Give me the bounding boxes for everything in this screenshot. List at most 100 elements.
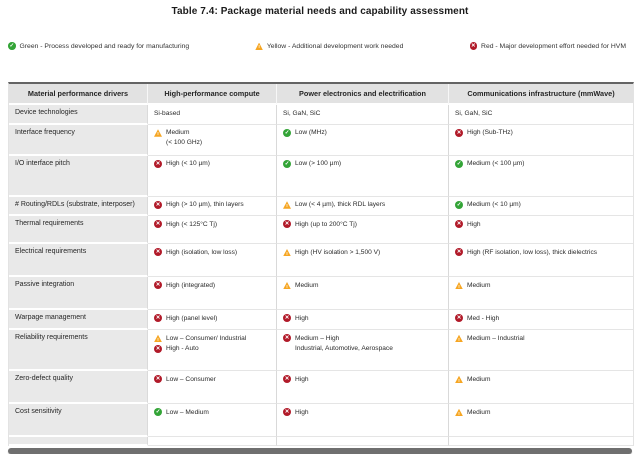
assessment-cell: ✕ High (< 125°C Tj) [148, 216, 277, 245]
assessment-cell: ✕ High [277, 371, 449, 405]
legend-label: Green - Process developed and ready for … [19, 42, 190, 50]
cell-text: Medium [467, 375, 491, 383]
legend-item-yellow: ! Yellow - Additional development work ne… [255, 42, 403, 50]
assessment-cell: ✕ High [277, 310, 449, 331]
assessment-cell: ✕ Medium – High Industrial, Automotive, Ae… [277, 330, 449, 372]
cell-entry: ✕ High (integrated) [154, 281, 270, 290]
table-row: # Routing/RDLs (substrate, interposer) ✕ H… [9, 196, 633, 217]
table-row: I/O interface pitch ✕ High (< 10 µm) ✓ Low (… [9, 155, 633, 197]
assessment-cell: ! Medium (< 100 GHz) [148, 124, 277, 156]
red-x-icon: ✕ [283, 314, 291, 323]
table-row: Interface frequency! Medium (< 100 GHz) ✓ Lo… [9, 124, 633, 156]
row-driver-label: Cost sensitivity [9, 404, 148, 438]
yellow-warning-icon: ! [154, 129, 162, 137]
legend-item-green: ✓ Green - Process developed and ready for… [8, 42, 189, 50]
assessment-cell: ! Medium [449, 404, 633, 438]
cell-text: High (HV isolation > 1,500 V) [295, 248, 381, 256]
cell-entry: ✕ High [283, 408, 442, 417]
assessment-cell: ✓ Medium (< 100 µm) [449, 155, 633, 197]
table-body: Device technologies Si-based Si, GaN, SiC S… [9, 105, 633, 447]
red-x-icon: ✕ [283, 408, 291, 417]
cell-text: Med - High [467, 314, 500, 322]
cell-entry: ✕ High (< 125°C Tj) [154, 220, 270, 229]
yellow-warning-icon: ! [455, 334, 463, 343]
cell-text: Si, GaN, SiC [283, 109, 321, 117]
cell-entry: ✓ Medium (< 100 µm) [455, 159, 627, 169]
red-x-icon: ✕ [283, 334, 291, 343]
row-driver-label: Zero-defect quality [9, 371, 148, 405]
cell-entry: ! High (HV isolation > 1,500 V) [283, 248, 442, 257]
cell-entry: ! Low (< 4 µm), thick RDL layers [283, 201, 442, 210]
cell-entry: Si, GaN, SiC [283, 109, 442, 118]
cell-entry: ✕ Medium – High [283, 334, 442, 343]
yellow-warning-icon: ! [455, 408, 463, 417]
row-driver-label: Reliability requirements [9, 330, 148, 372]
cell-text: Si-based [154, 109, 181, 117]
cell-text: High [295, 408, 309, 416]
assessment-cell: ✓ Low (MHz) [277, 124, 449, 156]
assessment-table: Material performance drivers High-perform… [8, 82, 634, 447]
cell-entry: ✕ Low – Consumer [154, 375, 270, 384]
cell-text: Medium [467, 281, 491, 289]
legend-item-red: ✕ Red - Major development effort needed f… [469, 42, 626, 50]
table-header: Material performance drivers High-perform… [9, 84, 633, 105]
cell-entry: ! Medium [455, 408, 627, 417]
cell-entry: ✕ High (panel level) [154, 314, 270, 323]
table-row: Warpage management ✕ High (panel level) ✕ Hi… [9, 310, 633, 331]
cell-text: Low – Medium [166, 408, 209, 416]
cell-text: High (< 125°C Tj) [166, 220, 218, 228]
cell-subtext: Industrial, Automotive, Aerospace [295, 344, 393, 352]
legend-label: Red - Major development effort needed fo… [481, 42, 626, 50]
horizontal-scrollbar[interactable] [8, 448, 632, 454]
cell-entry: ✕ Med - High [455, 314, 627, 323]
assessment-cell: ! Medium – Industrial [449, 330, 633, 372]
red-x-icon: ✕ [154, 220, 162, 229]
cell-text: Medium [295, 281, 319, 289]
assessment-cell: ✓ Low – Medium [148, 404, 277, 438]
assessment-cell: ✕ High (panel level) [148, 310, 277, 331]
cell-entry: ✕ High [283, 375, 442, 384]
red-x-icon: ✕ [455, 128, 463, 137]
filler-cell [449, 437, 633, 447]
row-driver-label: Passive integration [9, 277, 148, 311]
green-check-icon: ✓ [154, 408, 162, 417]
red-x-icon: ✕ [455, 314, 463, 323]
assessment-cell: ! Low – Consumer/ Industrial ✕ High - Auto [148, 330, 277, 372]
filler-cell [277, 437, 449, 447]
table-row: Cost sensitivity ✓ Low – Medium ✕ High ! Mediu… [9, 404, 633, 438]
cell-text: High - Auto [166, 345, 199, 353]
red-x-icon: ✕ [469, 42, 478, 50]
table-row: Device technologies Si-based Si, GaN, SiC S… [9, 105, 633, 125]
cell-entry: ! Medium [154, 129, 270, 138]
assessment-cell: Si, GaN, SiC [449, 105, 633, 125]
cell-entry: ✓ Low – Medium [154, 408, 270, 417]
assessment-cell: ✕ High (< 10 µm) [148, 155, 277, 197]
legend-label: Yellow - Additional development work nee… [266, 42, 404, 50]
column-header: Communications infrastructure (mmWave) [449, 84, 633, 105]
row-driver-label: Thermal requirements [9, 216, 148, 245]
assessment-cell: Si-based [148, 105, 277, 125]
assessment-cell: ✓ Low (> 100 µm) [277, 155, 449, 197]
assessment-cell: ! Medium [277, 277, 449, 311]
assessment-cell: ✓ Medium (< 10 µm) [449, 196, 633, 217]
filler-cell [9, 437, 148, 447]
cell-text: High (< 10 µm) [166, 160, 210, 168]
assessment-cell: ✕ High (RF isolation, low loss), thick di… [449, 244, 633, 278]
cell-subtext: (< 100 GHz) [166, 139, 203, 147]
cell-entry: ✕ High - Auto [154, 344, 270, 354]
cell-text: High (panel level) [166, 314, 218, 322]
cell-text: High [295, 375, 309, 383]
red-x-icon: ✕ [154, 314, 162, 323]
green-check-icon: ✓ [283, 159, 291, 168]
cell-text: High (up to 200°C Tj) [295, 220, 357, 228]
cell-entry: ! Medium – Industrial [455, 334, 627, 343]
cell-text: Low (< 4 µm), thick RDL layers [295, 201, 386, 209]
cell-entry: ✕ High (up to 200°C Tj) [283, 220, 442, 229]
cell-entry: ! Medium [283, 281, 442, 290]
page-title: Table 7.4: Package material needs and ca… [171, 6, 469, 17]
cell-text: Medium – High [295, 334, 340, 342]
assessment-cell: ! Low (< 4 µm), thick RDL layers [277, 196, 449, 217]
cell-text: High [467, 220, 481, 228]
cell-text: High (Sub-THz) [467, 129, 513, 137]
assessment-cell: ! Medium [449, 277, 633, 311]
